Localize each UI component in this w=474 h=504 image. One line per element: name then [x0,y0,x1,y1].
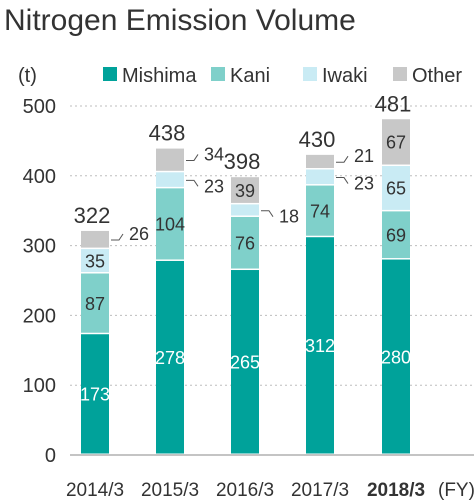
data-label-kani: 104 [155,215,185,235]
y-tick-500: 500 [23,96,56,118]
legend-item-mishima: Mishima [103,65,197,87]
x-tick-2015-3: 2015/3 [141,480,199,501]
bar-2017-3: 312 74 23 21 430 [299,127,374,454]
total-label: 438 [149,121,186,146]
x-tick-2016-3: 2016/3 [216,480,274,501]
x-tick-2014-3: 2014/3 [66,480,124,501]
y-tick-400: 400 [23,166,56,188]
legend-swatch [211,67,225,81]
data-label-other: 26 [129,224,149,244]
x-axis-ticks: 2014/3 2015/3 2016/3 2017/3 2018/3 [66,480,425,501]
bar-2014-3: 173 87 35 26 322 [74,203,149,454]
y-tick-0: 0 [45,445,56,467]
leader-line [186,179,199,187]
data-label-iwaki: 65 [386,179,406,199]
x-tick-2018-3: 2018/3 [367,480,425,501]
bars: 173 87 35 26 322 278 104 23 34 438 265 76 18 39 398 312… [74,91,412,454]
data-label-kani: 69 [386,225,406,245]
segment-other [156,148,184,171]
legend-label: Other [412,65,462,87]
legend-label: Iwaki [322,65,368,87]
legend-swatch [303,67,317,81]
segment-mishima [231,270,259,454]
x-axis-unit: (FY) [438,480,474,501]
data-label-iwaki: 23 [354,174,374,194]
chart-title: Nitrogen Emission Volume [4,4,356,37]
segment-iwaki [156,172,184,187]
legend-item-other: Other [393,65,462,87]
legend-label: Mishima [122,65,197,87]
legend-label: Kani [230,65,270,87]
bar-2016-3: 265 76 18 39 398 [224,149,299,454]
y-axis-unit: (t) [18,65,37,87]
y-axis-ticks: 0 100 200 300 400 500 [23,96,56,467]
segment-iwaki [231,204,259,216]
leader-line [186,154,199,161]
legend-swatch [103,67,117,81]
segment-kani [231,216,259,269]
data-label-mishima: 312 [305,336,335,356]
segment-iwaki [306,169,334,185]
segment-kani [382,211,410,259]
segment-other [306,154,334,169]
segment-kani [156,188,184,260]
segment-other [231,177,259,203]
bar-2018-3: 280 69 65 67 481 [375,91,412,454]
data-label-mishima: 173 [80,385,110,405]
total-label: 398 [224,149,261,174]
segment-iwaki [382,166,410,210]
data-label-mishima: 265 [230,353,260,373]
data-label-iwaki: 35 [85,251,105,271]
data-label-other: 39 [235,181,255,201]
data-label-kani: 74 [310,201,330,221]
leader-line [111,233,124,241]
leader-line [336,177,349,184]
data-label-kani: 87 [85,294,105,314]
y-tick-200: 200 [23,305,56,327]
data-label-kani: 76 [235,234,255,254]
y-tick-300: 300 [23,236,56,258]
segment-mishima [306,237,334,454]
bar-2015-3: 278 104 23 34 438 [149,121,224,454]
y-tick-100: 100 [23,375,56,397]
data-label-mishima: 278 [155,348,185,368]
segment-iwaki [81,249,109,273]
data-label-iwaki: 18 [279,207,299,227]
segment-mishima [81,334,109,454]
legend-swatch [393,67,407,81]
gridlines [70,105,474,456]
segment-mishima [382,259,410,454]
legend-item-kani: Kani [211,65,270,87]
x-tick-2017-3: 2017/3 [291,480,349,501]
data-label-mishima: 280 [381,347,411,367]
segment-mishima [156,260,184,454]
data-label-iwaki: 23 [204,176,224,196]
legend-item-iwaki: Iwaki [303,65,368,87]
legend: Mishima Kani Iwaki Other [103,65,462,87]
segment-kani [81,273,109,333]
segment-other [382,119,410,165]
segment-other [81,230,109,248]
leader-line [261,210,274,217]
total-label: 322 [74,203,111,228]
total-label: 481 [375,91,412,116]
data-label-other: 67 [386,133,406,153]
segment-kani [306,185,334,236]
total-label: 430 [299,127,336,152]
leader-line [336,155,349,163]
data-label-other: 21 [354,146,374,166]
data-label-other: 34 [204,144,224,164]
